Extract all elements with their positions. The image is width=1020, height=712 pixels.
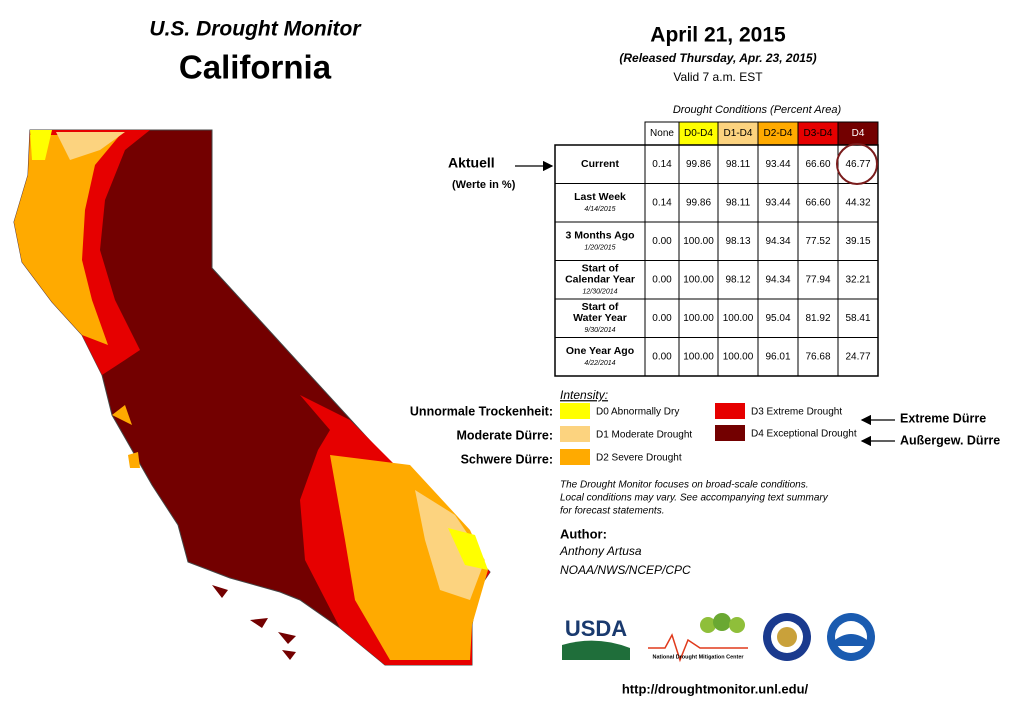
cell-value: 98.11 <box>726 197 751 208</box>
cell-value: 58.41 <box>845 313 870 324</box>
cell-value: 100.00 <box>683 351 714 362</box>
cell-value: 0.14 <box>652 197 672 208</box>
cell-value: 100.00 <box>683 313 714 324</box>
annotation: Aktuell <box>448 155 495 171</box>
highlight-circle <box>836 143 878 185</box>
legend-title: Intensity: <box>560 388 608 402</box>
cell-value: 93.44 <box>765 197 790 208</box>
legend-swatch <box>560 403 590 419</box>
legend-swatch <box>715 425 745 441</box>
logos: USDA National Drought Mitigation Center <box>562 613 875 663</box>
cell-value: 100.00 <box>683 236 714 247</box>
legend-label: D2 Severe Drought <box>596 453 682 464</box>
cell-value: 32.21 <box>845 274 870 285</box>
valid: Valid 7 a.m. EST <box>673 70 763 84</box>
cell-value: 77.52 <box>805 236 830 247</box>
column-header: D1-D4 <box>724 128 753 139</box>
column-header: D4 <box>852 128 865 139</box>
cell-value: 100.00 <box>683 274 714 285</box>
cell-value: 44.32 <box>845 197 870 208</box>
cell-value: 93.44 <box>765 159 790 170</box>
row-date: 4/14/2015 <box>584 206 615 213</box>
note: for forecast statements. <box>560 506 665 517</box>
legend-swatch <box>560 426 590 442</box>
region: California <box>179 49 332 86</box>
cell-value: 66.60 <box>805 197 830 208</box>
row-date: 9/30/2014 <box>584 327 615 334</box>
cell-value: 76.68 <box>805 351 830 362</box>
ndmc-logo: National Drought Mitigation Center <box>652 654 744 660</box>
cell-value: 24.77 <box>845 351 870 362</box>
usda-logo: USDA <box>565 616 627 641</box>
row-label: Calendar Year <box>565 274 635 286</box>
annotation: (Werte in %) <box>452 179 516 191</box>
row-date: 12/30/2014 <box>582 289 617 296</box>
row-label: 3 Months Ago <box>565 230 634 242</box>
row-label: Start of <box>582 301 619 313</box>
author-agency: NOAA/NWS/NCEP/CPC <box>560 563 691 577</box>
note: Local conditions may vary. See accompany… <box>560 493 829 504</box>
title: U.S. Drought Monitor <box>149 18 362 41</box>
row-date: 4/22/2014 <box>584 360 615 367</box>
legend-label: D4 Exceptional Drought <box>751 429 857 440</box>
cell-value: 0.00 <box>652 313 672 324</box>
cell-value: 66.60 <box>805 159 830 170</box>
cell-value: 100.00 <box>723 313 754 324</box>
column-header: None <box>650 128 674 139</box>
column-header: D3-D4 <box>804 128 833 139</box>
cell-value: 99.86 <box>686 197 711 208</box>
row-label: Start of <box>582 263 619 275</box>
column-header: D0-D4 <box>684 128 713 139</box>
legend-swatch <box>715 403 745 419</box>
column-header: D2-D4 <box>764 128 793 139</box>
row-label: One Year Ago <box>566 345 634 357</box>
cell-value: 94.34 <box>765 236 790 247</box>
cell-value: 46.77 <box>845 159 870 170</box>
author-name: Anthony Artusa <box>559 544 642 558</box>
annotation: Schwere Dürre: <box>461 452 553 466</box>
date: April 21, 2015 <box>650 24 786 47</box>
cell-value: 94.34 <box>765 274 790 285</box>
table-caption: Drought Conditions (Percent Area) <box>673 104 842 116</box>
cell-value: 77.94 <box>805 274 830 285</box>
cell-value: 0.00 <box>652 274 672 285</box>
legend-label: D3 Extreme Drought <box>751 407 842 418</box>
url: http://droughtmonitor.unl.edu/ <box>622 681 809 696</box>
cell-value: 0.00 <box>652 351 672 362</box>
author-heading: Author: <box>560 526 607 541</box>
table: None D0-D4 D1-D4 D2-D4 D3-D4 D4 Current 0.14 99.… <box>554 121 879 377</box>
legend-label: D1 Moderate Drought <box>596 430 692 441</box>
legend-swatch <box>560 449 590 465</box>
legend-label: D0 Abnormally Dry <box>596 407 679 418</box>
row-label: Last Week <box>574 191 626 203</box>
annotation: Unnormale Trockenheit: <box>410 404 553 418</box>
row-label: Water Year <box>573 312 627 324</box>
annotation: Extreme Dürre <box>900 411 986 425</box>
annotation: Moderate Dürre: <box>456 428 553 442</box>
cell-value: 95.04 <box>765 313 790 324</box>
cell-value: 39.15 <box>845 236 870 247</box>
cell-value: 0.00 <box>652 236 672 247</box>
released: (Released Thursday, Apr. 23, 2015) <box>619 51 816 65</box>
cell-value: 96.01 <box>765 351 790 362</box>
cell-value: 81.92 <box>805 313 830 324</box>
cell-value: 98.11 <box>726 159 751 170</box>
cell-value: 0.14 <box>652 159 672 170</box>
note: The Drought Monitor focuses on broad-sca… <box>560 480 808 491</box>
cell-value: 100.00 <box>723 351 754 362</box>
map <box>13 129 491 666</box>
row-label: Current <box>581 158 619 170</box>
row-date: 1/20/2015 <box>584 245 615 252</box>
cell-value: 98.13 <box>725 236 750 247</box>
cell-value: 98.12 <box>725 274 750 285</box>
annotation: Außergew. Dürre <box>900 433 1000 447</box>
cell-value: 99.86 <box>686 159 711 170</box>
legend: D0 Abnormally Dry D1 Moderate Drought D2 S… <box>560 403 857 465</box>
